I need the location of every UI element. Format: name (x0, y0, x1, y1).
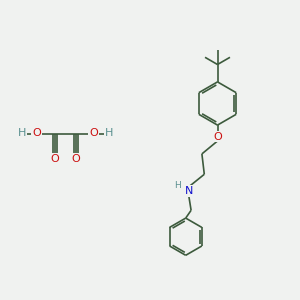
Text: O: O (89, 128, 98, 139)
Text: O: O (71, 154, 80, 164)
Text: H: H (17, 128, 26, 139)
Text: N: N (184, 186, 193, 196)
Text: O: O (50, 154, 59, 164)
Text: H: H (174, 181, 181, 190)
Text: O: O (32, 128, 41, 139)
Text: H: H (104, 128, 113, 139)
Text: O: O (213, 131, 222, 142)
